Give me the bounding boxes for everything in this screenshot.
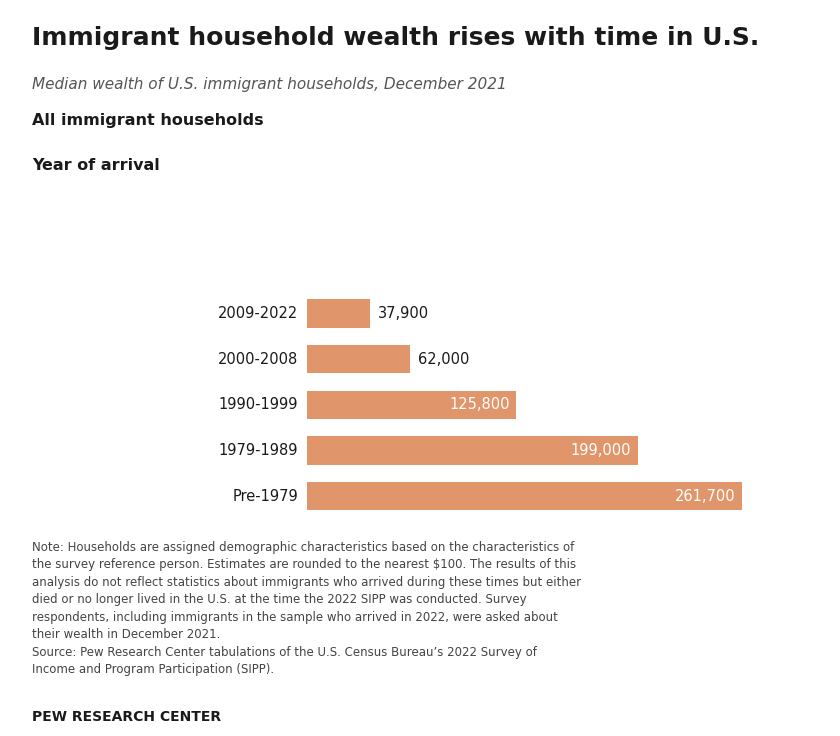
Text: All immigrant households: All immigrant households: [32, 113, 264, 128]
Text: 2009-2022: 2009-2022: [218, 306, 298, 321]
Bar: [307, 300, 370, 328]
Bar: [307, 482, 743, 510]
Text: 1990-1999: 1990-1999: [218, 397, 298, 412]
Text: Pre-1979: Pre-1979: [233, 489, 298, 503]
Text: 37,900: 37,900: [378, 306, 429, 321]
Text: Year of arrival: Year of arrival: [32, 158, 160, 172]
Text: Note: Households are assigned demographic characteristics based on the character: Note: Households are assigned demographi…: [32, 541, 581, 676]
Text: 2000-2008: 2000-2008: [218, 352, 298, 367]
Text: 62,000: 62,000: [418, 352, 470, 367]
Bar: [307, 391, 516, 419]
Bar: [307, 436, 638, 464]
Text: 261,700: 261,700: [675, 489, 736, 503]
Bar: [307, 345, 410, 373]
Text: 199,000: 199,000: [571, 443, 632, 458]
Text: PEW RESEARCH CENTER: PEW RESEARCH CENTER: [32, 710, 221, 724]
Text: Median wealth of U.S. immigrant households, December 2021: Median wealth of U.S. immigrant househol…: [32, 77, 507, 92]
Text: 1979-1989: 1979-1989: [218, 443, 298, 458]
Text: 125,800: 125,800: [449, 397, 509, 412]
Text: Immigrant household wealth rises with time in U.S.: Immigrant household wealth rises with ti…: [32, 26, 759, 50]
Text: $104,400: $104,400: [351, 113, 435, 128]
